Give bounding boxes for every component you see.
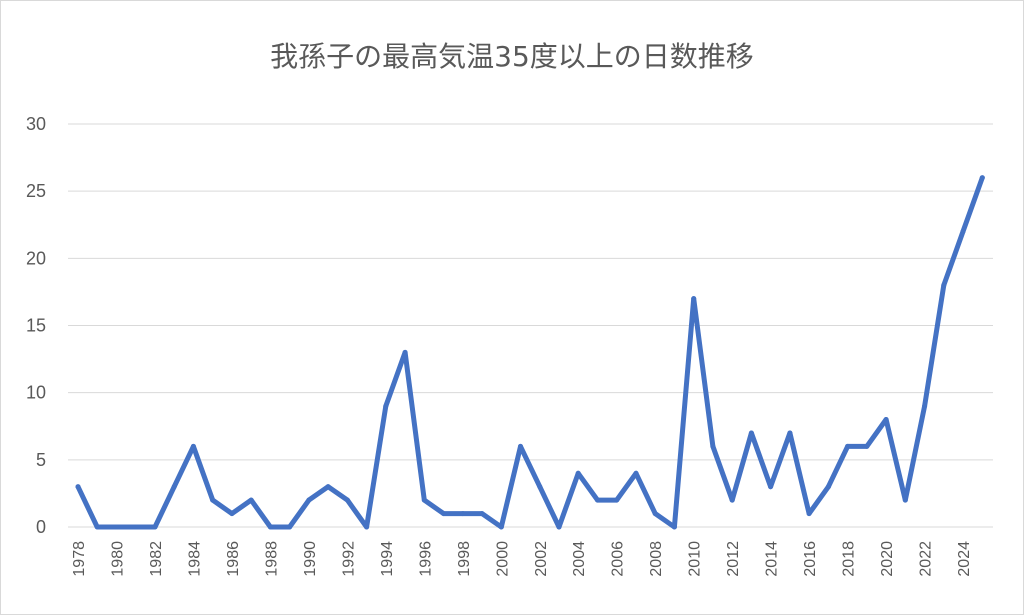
x-tick-label: 1982 (148, 541, 165, 577)
y-tick-label: 25 (26, 181, 46, 201)
x-tick-label: 2012 (725, 541, 742, 577)
data-point-1994 (383, 403, 389, 409)
data-point-1991 (325, 484, 331, 490)
data-point-2024 (960, 229, 966, 234)
x-tick-label: 2004 (571, 541, 588, 577)
data-point-1982 (152, 524, 158, 530)
data-point-1983 (171, 484, 177, 490)
data-point-2023 (941, 282, 947, 288)
data-point-1981 (133, 524, 139, 530)
data-point-2019 (864, 443, 870, 449)
data-point-2015 (787, 430, 793, 436)
data-point-2001 (518, 443, 523, 449)
y-tick-label: 5 (36, 450, 46, 470)
x-tick-label: 2018 (841, 541, 858, 577)
data-point-1984 (190, 443, 196, 449)
x-tick-label: 1984 (186, 541, 203, 577)
x-tick-label: 1992 (340, 541, 357, 577)
x-tick-label: 2024 (956, 541, 973, 577)
x-tick-label: 2022 (918, 541, 935, 577)
x-tick-label: 2002 (533, 541, 550, 577)
data-point-2005 (595, 497, 600, 503)
data-point-2010 (691, 296, 697, 302)
y-tick-label: 10 (26, 383, 46, 403)
data-point-2021 (902, 497, 908, 503)
data-point-1998 (460, 511, 466, 517)
x-tick-label: 1996 (417, 541, 434, 577)
data-point-2014 (768, 484, 774, 490)
data-point-1999 (479, 511, 485, 517)
data-point-1995 (402, 349, 408, 355)
data-point-1997 (441, 511, 447, 517)
data-point-2004 (575, 470, 581, 476)
data-point-1986 (229, 511, 235, 517)
data-point-2025 (979, 175, 985, 181)
x-tick-label: 2016 (802, 541, 819, 577)
data-point-1985 (210, 497, 216, 503)
data-point-1978 (75, 484, 81, 490)
data-point-2022 (922, 403, 928, 409)
x-tick-label: 2008 (648, 541, 665, 577)
x-tick-label: 1986 (225, 541, 242, 577)
x-tick-label: 1998 (456, 541, 473, 577)
data-point-2020 (883, 417, 889, 422)
data-point-2007 (633, 470, 639, 476)
data-point-2003 (556, 524, 562, 530)
data-point-2008 (652, 511, 658, 517)
data-point-1979 (94, 524, 100, 530)
x-tick-label: 1994 (379, 541, 396, 577)
x-tick-label: 2006 (610, 541, 627, 577)
x-tick-label: 2014 (764, 541, 781, 577)
y-axis-ticks: 0 5 10 15 20 25 30 (26, 114, 46, 537)
x-tick-label: 1980 (109, 541, 126, 577)
data-point-1993 (364, 524, 370, 530)
chart-title: 我孫子の最高気温35度以上の日数推移 (270, 40, 754, 73)
data-point-2002 (537, 484, 543, 490)
data-point-1987 (248, 497, 254, 503)
data-point-1980 (114, 524, 119, 530)
x-tick-label: 1988 (263, 541, 280, 577)
series-line-0 (75, 175, 985, 530)
data-point-2011 (710, 443, 716, 449)
x-axis-ticks: 1978 1980 1982 1984 1986 1988 1990 1992 1994 1996… (71, 541, 973, 577)
data-point-1989 (287, 524, 293, 530)
data-point-1988 (267, 524, 273, 530)
data-point-2012 (729, 497, 735, 503)
data-point-2016 (806, 511, 812, 517)
x-tick-label: 1990 (302, 541, 319, 577)
x-tick-label: 2020 (879, 541, 896, 577)
data-point-2000 (498, 524, 504, 530)
x-tick-label: 2010 (687, 541, 704, 577)
data-point-2006 (614, 497, 620, 503)
y-tick-label: 15 (26, 316, 46, 336)
y-tick-label: 30 (26, 114, 46, 134)
data-point-1992 (344, 497, 350, 503)
x-tick-label: 1978 (71, 541, 88, 577)
y-tick-label: 20 (26, 248, 46, 268)
series-group (75, 175, 985, 530)
y-tick-label: 0 (36, 517, 46, 537)
data-point-2018 (845, 443, 851, 449)
data-point-2013 (748, 430, 754, 436)
data-point-1990 (306, 497, 312, 503)
data-point-2009 (671, 524, 677, 530)
x-tick-label: 2000 (494, 541, 511, 577)
data-point-2017 (825, 484, 831, 490)
data-point-1996 (421, 497, 427, 503)
